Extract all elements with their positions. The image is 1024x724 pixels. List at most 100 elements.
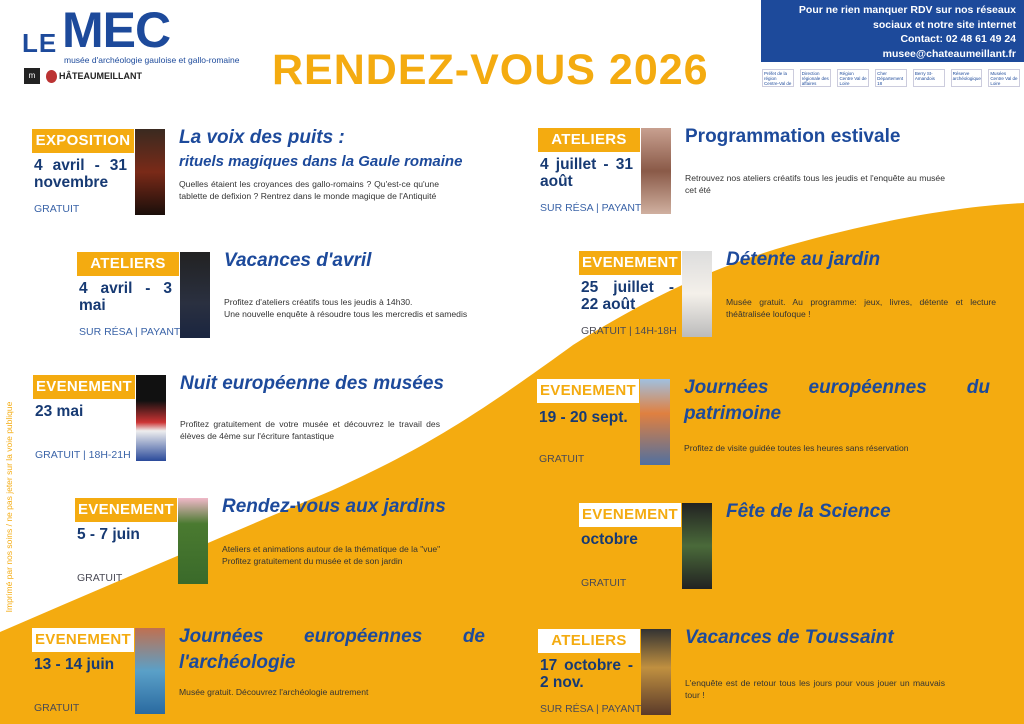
event-description: Profitez gratuitement de votre musée et … — [180, 418, 440, 442]
logo-subtitle: musée d'archéologie gauloise et gallo-ro… — [64, 55, 240, 65]
description-line: Profitez de visite guidée toutes les heu… — [684, 443, 909, 453]
partner-logo: Berry St-Amandois — [912, 69, 945, 87]
event-date: 5 - 7 juin — [77, 526, 140, 543]
event-price: GRATUIT — [77, 572, 123, 584]
event-description: Quelles étaient les croyances des gallo-… — [179, 178, 439, 202]
description-line: L'enquête est de retour tous les jours p… — [685, 678, 945, 700]
event-description: Musée gratuit. Au programme: jeux, livre… — [726, 296, 996, 320]
town-logo: HÂTEAUMEILLANT — [46, 69, 142, 84]
partner-logos: Préfet de la région Centre-Val de Loire … — [762, 66, 1021, 90]
event-date: 19 - 20 sept. — [539, 409, 628, 426]
event-category-badge: EVENEMENT — [32, 628, 134, 652]
description-line: Ateliers et animations autour de la thém… — [222, 544, 441, 554]
event-image — [682, 251, 712, 337]
event-date: 13 - 14 juin — [34, 656, 115, 673]
event-card: ATELIERS 4 avril - 3 mai SUR RÉSA | PAYA… — [77, 250, 537, 342]
logo-le: LE — [22, 28, 58, 58]
event-card: EXPOSITION 4 avril - 31 novembre GRATUIT… — [32, 127, 492, 219]
description-line: Profitez gratuitement du musée et de son… — [222, 556, 403, 566]
event-date: 17 octobre - 2 nov. — [540, 657, 633, 691]
event-card: EVENEMENT 23 mai GRATUIT | 18H-21H Nuit … — [33, 373, 493, 465]
event-date: octobre — [581, 531, 638, 548]
town-name: HÂTEAUMEILLANT — [59, 71, 142, 81]
description-line: Profitez gratuitement de votre musée et … — [180, 419, 440, 441]
event-date: 25 juillet - 22 août — [581, 279, 674, 313]
event-price: SUR RÉSA | PAYANT — [540, 202, 642, 214]
event-price: GRATUIT — [34, 702, 80, 714]
partner-logo: Réserve archéologique — [950, 69, 983, 87]
event-description: Profitez de visite guidée toutes les heu… — [684, 442, 984, 454]
town-crest-icon — [46, 70, 57, 84]
event-card: ATELIERS 17 octobre - 2 nov. SUR RÉSA | … — [538, 627, 998, 719]
page-title: RENDEZ-VOUS 2026 — [272, 46, 709, 94]
description-line: Musée gratuit. Au programme: jeux, livre… — [726, 297, 996, 319]
event-price: SUR RÉSA | PAYANT — [79, 326, 181, 338]
event-image — [180, 252, 210, 338]
event-card: EVENEMENT 25 juillet - 22 août GRATUIT |… — [579, 249, 1024, 341]
event-price: GRATUIT | 18H-21H — [35, 449, 131, 461]
contact-email: musee@chateaumeillant.fr — [882, 47, 1016, 60]
event-category-badge: ATELIERS — [538, 128, 640, 152]
description-line: Profitez d'ateliers créatifs tous les je… — [224, 297, 413, 307]
event-description: Ateliers et animations autour de la thém… — [222, 543, 492, 567]
logo-mec: MEC — [62, 2, 171, 58]
event-price: GRATUIT — [539, 453, 585, 465]
event-category-badge: ATELIERS — [77, 252, 179, 276]
contact-box: Pour ne rien manquer RDV sur nos réseaux… — [761, 0, 1024, 62]
event-image — [178, 498, 208, 584]
event-title: Journées européennes de l'archéologie — [179, 626, 485, 673]
event-price: GRATUIT — [34, 203, 80, 215]
contact-phone: Contact: 02 48 61 49 24 — [900, 33, 1016, 45]
event-image — [641, 128, 671, 214]
event-price: GRATUIT — [581, 577, 627, 589]
partner-logo: Région Centre Val de Loire — [837, 69, 870, 87]
contact-line: Pour ne rien manquer RDV sur nos réseaux — [798, 4, 1016, 16]
museum-mark-icon: m — [24, 68, 40, 84]
description-line: Quelles étaient les croyances des gallo-… — [179, 179, 439, 201]
event-category-badge: EVENEMENT — [579, 503, 681, 527]
event-category-badge: ATELIERS — [538, 629, 640, 653]
event-card: ATELIERS 4 juillet - 31 août SUR RÉSA | … — [538, 126, 998, 218]
event-description: Musée gratuit. Découvrez l'archéologie a… — [179, 686, 479, 698]
event-card: EVENEMENT 13 - 14 juin GRATUIT Journées … — [32, 626, 492, 718]
event-title: Détente au jardin — [726, 249, 881, 270]
event-title: Rendez-vous aux jardins — [222, 496, 446, 517]
event-category-badge: EVENEMENT — [33, 375, 135, 399]
event-image — [135, 129, 165, 215]
event-title: Fête de la Science — [726, 501, 891, 522]
partner-logo: Direction régionale des affaires culture… — [799, 69, 832, 87]
event-date: 23 mai — [35, 403, 84, 420]
description-line: Musée gratuit. Découvrez l'archéologie a… — [179, 687, 369, 697]
event-title: Vacances d'avril — [224, 250, 372, 271]
event-date: 4 juillet - 31 août — [540, 156, 633, 190]
partner-logo: Cher Département 18 — [875, 69, 907, 87]
contact-line: sociaux et notre site internet — [873, 18, 1016, 31]
event-title: Vacances de Toussaint — [685, 627, 894, 648]
event-image — [135, 628, 165, 714]
event-card: EVENEMENT 5 - 7 juin GRATUIT Rendez-vous… — [75, 496, 535, 588]
event-category-badge: EVENEMENT — [75, 498, 177, 522]
event-subtitle: rituels magiques dans la Gaule romaine — [179, 153, 463, 170]
event-category-badge: EVENEMENT — [579, 251, 681, 275]
event-description: Profitez d'ateliers créatifs tous les je… — [224, 296, 484, 320]
event-title: La voix des puits : — [179, 127, 345, 148]
event-card: EVENEMENT 19 - 20 sept. GRATUIT Journées… — [537, 377, 997, 469]
event-price: SUR RÉSA | PAYANT — [540, 703, 642, 715]
event-description: L'enquête est de retour tous les jours p… — [685, 677, 945, 701]
event-image — [641, 629, 671, 715]
event-category-badge: EVENEMENT — [537, 379, 639, 403]
event-image — [682, 503, 712, 589]
event-title: Programmation estivale — [685, 126, 901, 147]
print-notice: Imprimé par nos soins / ne pas jeter sur… — [4, 401, 14, 613]
partner-logo: Préfet de la région Centre-Val de Loire — [762, 69, 794, 87]
partner-logo: Musées Centre Val de Loire — [988, 69, 1021, 87]
event-description: Retrouvez nos ateliers créatifs tous les… — [685, 172, 945, 196]
description-line: Une nouvelle enquête à résoudre tous les… — [224, 309, 468, 319]
event-title: Journées européennes du patrimoine — [684, 377, 990, 424]
event-category-badge: EXPOSITION — [32, 129, 134, 153]
description-line: Retrouvez nos ateliers créatifs tous les… — [685, 173, 945, 195]
event-image — [136, 375, 166, 461]
event-date: 4 avril - 3 mai — [79, 280, 172, 314]
event-title: Nuit européenne des musées — [180, 373, 444, 394]
